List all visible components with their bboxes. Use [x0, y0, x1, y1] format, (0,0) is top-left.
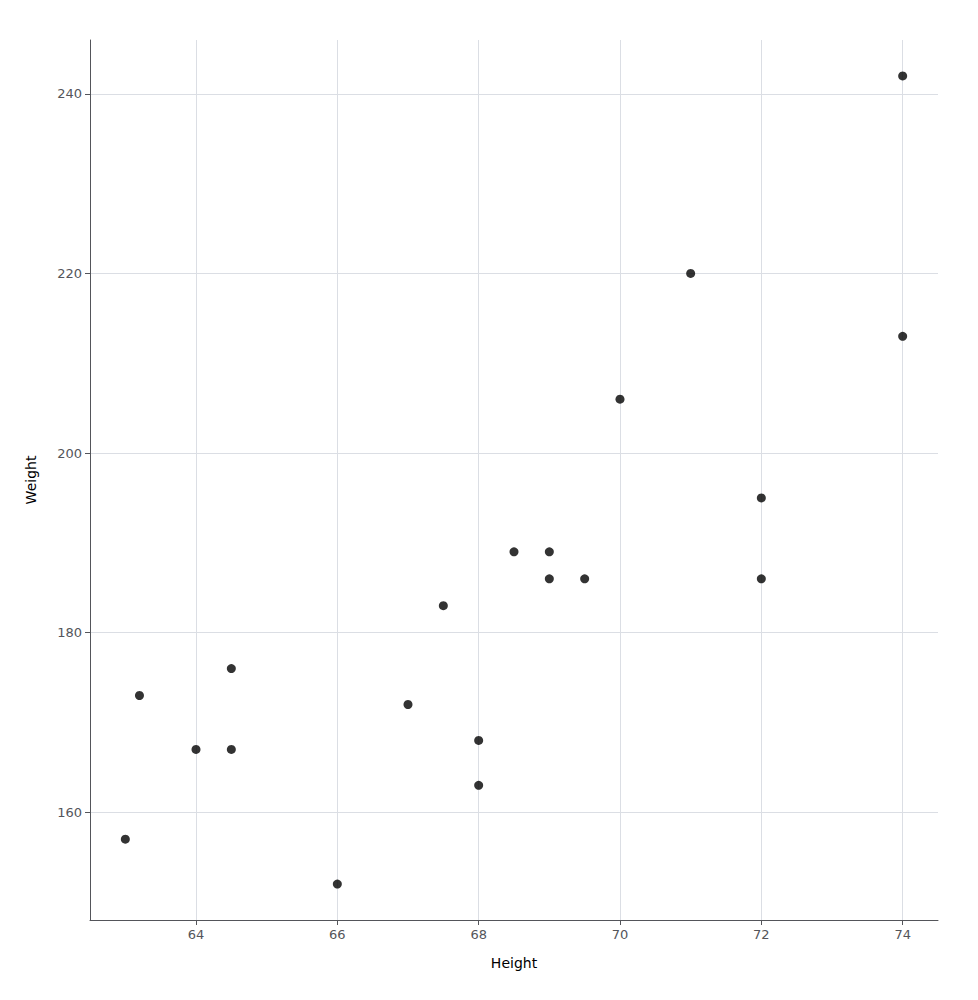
svg-text:Weight: Weight [23, 455, 39, 504]
svg-text:240: 240 [57, 86, 82, 101]
svg-text:200: 200 [57, 446, 82, 461]
svg-text:220: 220 [57, 266, 82, 281]
svg-text:64: 64 [188, 927, 205, 942]
svg-text:66: 66 [329, 927, 346, 942]
svg-text:72: 72 [753, 927, 770, 942]
svg-text:68: 68 [470, 927, 487, 942]
svg-text:74: 74 [894, 927, 911, 942]
svg-text:180: 180 [57, 625, 82, 640]
svg-text:70: 70 [612, 927, 629, 942]
svg-text:160: 160 [57, 805, 82, 820]
svg-text:Height: Height [491, 955, 538, 971]
